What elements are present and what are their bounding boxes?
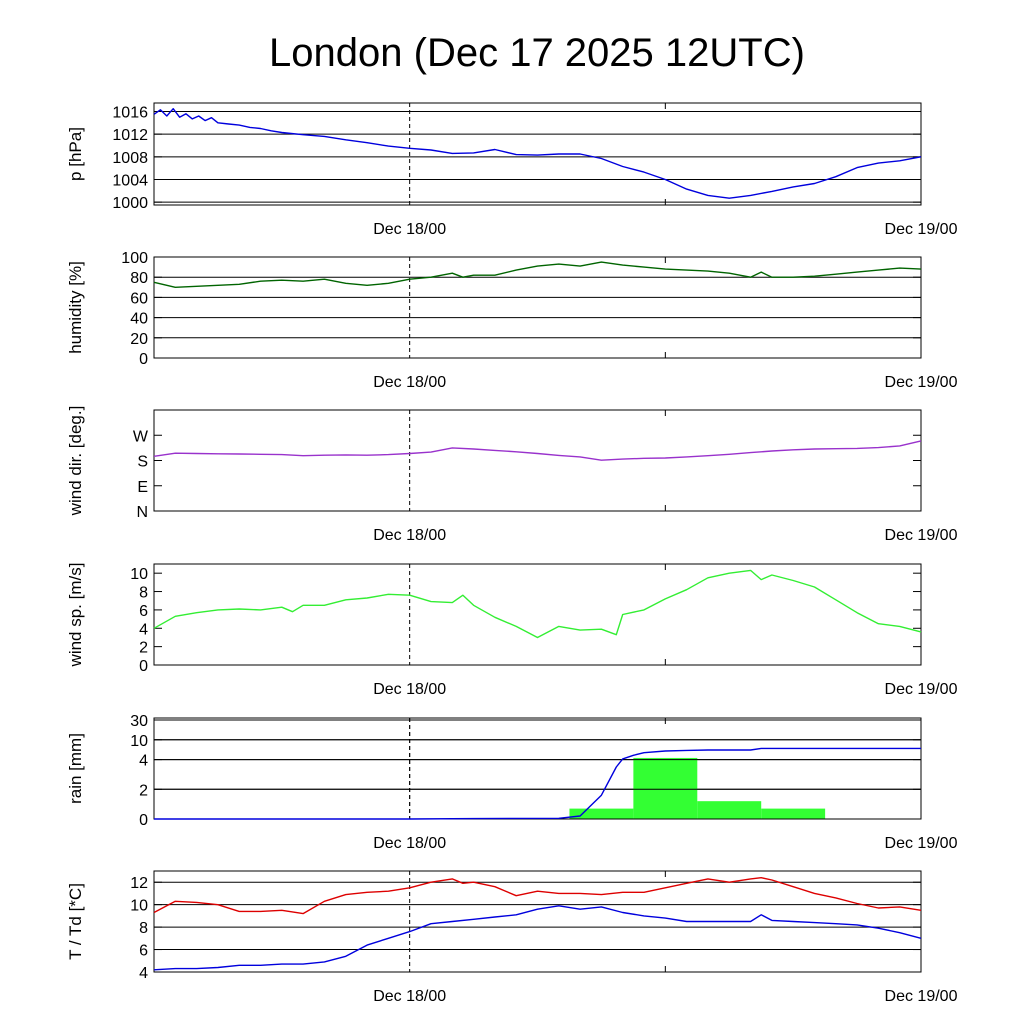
y-tick-label: 60 bbox=[130, 290, 148, 307]
y-tick-label: 1000 bbox=[112, 195, 148, 212]
y-tick-label: 10 bbox=[130, 898, 148, 915]
y-tick-label: W bbox=[133, 428, 149, 445]
rain-bar bbox=[633, 757, 698, 819]
y-tick-label: 20 bbox=[130, 331, 148, 348]
y-tick-label: N bbox=[136, 504, 148, 521]
y-tick-label: 4 bbox=[139, 621, 148, 638]
plot-frame bbox=[153, 563, 922, 666]
x-tick-label: Dec 18/00 bbox=[373, 988, 446, 1005]
series-line bbox=[153, 107, 922, 199]
panel-1: 1000 1004 1008 1012 1016 p [hPa] Dec 18/00 Dec … bbox=[66, 102, 958, 238]
y-tick-label: 2 bbox=[139, 640, 148, 657]
y-axis-label: wind dir. [deg.] bbox=[66, 406, 85, 517]
plot-frame bbox=[153, 870, 922, 973]
series-line bbox=[154, 747, 921, 820]
y-tick-label: S bbox=[137, 454, 148, 471]
x-tick-label: Dec 19/00 bbox=[885, 988, 958, 1005]
panel-6: 4 6 8 10 12 T / Td [*C] Dec 18/00 Dec 19/00 bbox=[66, 870, 958, 1005]
x-tick-label: Dec 19/00 bbox=[885, 221, 958, 238]
series-line bbox=[153, 877, 922, 915]
x-tick-label: Dec 18/00 bbox=[373, 681, 446, 698]
rain-bar bbox=[761, 808, 826, 819]
y-tick-label: 100 bbox=[121, 250, 148, 267]
chart-title: London (Dec 17 2025 12UTC) bbox=[269, 31, 805, 75]
y-tick-label: 6 bbox=[139, 603, 148, 620]
y-axis-label: T / Td [*C] bbox=[66, 883, 85, 960]
y-tick-label: 6 bbox=[139, 943, 148, 960]
y-axis-label: p [hPa] bbox=[66, 127, 85, 181]
plot-frame bbox=[153, 256, 922, 359]
plot-frame bbox=[153, 409, 922, 512]
panel-5: 0 2 4 10 30 rain [mm] Dec 18/00 Dec 19/00 bbox=[66, 713, 958, 852]
x-tick-label: Dec 19/00 bbox=[885, 835, 958, 852]
y-tick-label: 2 bbox=[139, 782, 148, 799]
y-tick-label: 4 bbox=[139, 965, 148, 982]
y-tick-label: 8 bbox=[139, 920, 148, 937]
panel-7 bbox=[153, 905, 922, 971]
x-tick-label: Dec 19/00 bbox=[885, 681, 958, 698]
series-line bbox=[153, 569, 922, 639]
y-tick-label: 0 bbox=[139, 812, 148, 829]
y-tick-label: 1004 bbox=[112, 173, 148, 190]
y-tick-label: 30 bbox=[130, 713, 148, 730]
y-tick-label: 10 bbox=[130, 733, 148, 750]
y-tick-label: 10 bbox=[130, 566, 148, 583]
series-line bbox=[153, 261, 922, 288]
x-tick-label: Dec 18/00 bbox=[373, 835, 446, 852]
y-tick-label: 12 bbox=[130, 875, 148, 892]
y-tick-label: 8 bbox=[139, 585, 148, 602]
y-tick-label: 1016 bbox=[112, 105, 148, 122]
y-tick-label: 1008 bbox=[112, 150, 148, 167]
y-tick-label: 40 bbox=[130, 311, 148, 328]
plot-frame bbox=[153, 717, 922, 820]
y-tick-label: 80 bbox=[130, 270, 148, 287]
x-tick-label: Dec 19/00 bbox=[885, 527, 958, 544]
y-axis-label: humidity [%] bbox=[66, 261, 85, 354]
y-axis-label: wind sp. [m/s] bbox=[66, 563, 85, 668]
x-tick-label: Dec 18/00 bbox=[373, 374, 446, 391]
y-tick-label: E bbox=[137, 479, 148, 496]
x-tick-label: Dec 18/00 bbox=[373, 221, 446, 238]
plot-frame bbox=[153, 102, 922, 206]
y-tick-label: 0 bbox=[139, 351, 148, 368]
panel-4: 02 468 10 wind sp. [m/s] Dec 18/00 Dec 19/00 bbox=[66, 563, 958, 698]
x-tick-label: Dec 18/00 bbox=[373, 527, 446, 544]
series-line bbox=[153, 440, 922, 461]
y-tick-label: 4 bbox=[139, 753, 148, 770]
series-line bbox=[153, 905, 922, 971]
x-tick-label: Dec 19/00 bbox=[885, 374, 958, 391]
y-tick-label: 1012 bbox=[112, 127, 148, 144]
rain-bar bbox=[697, 801, 762, 819]
y-axis-label: rain [mm] bbox=[66, 733, 85, 804]
rain-bar bbox=[569, 808, 634, 819]
y-tick-label: 0 bbox=[139, 658, 148, 675]
panel-2: 0 20 40 60 80 100 humidity [%] Dec 18/00 Dec 19/… bbox=[66, 250, 958, 391]
